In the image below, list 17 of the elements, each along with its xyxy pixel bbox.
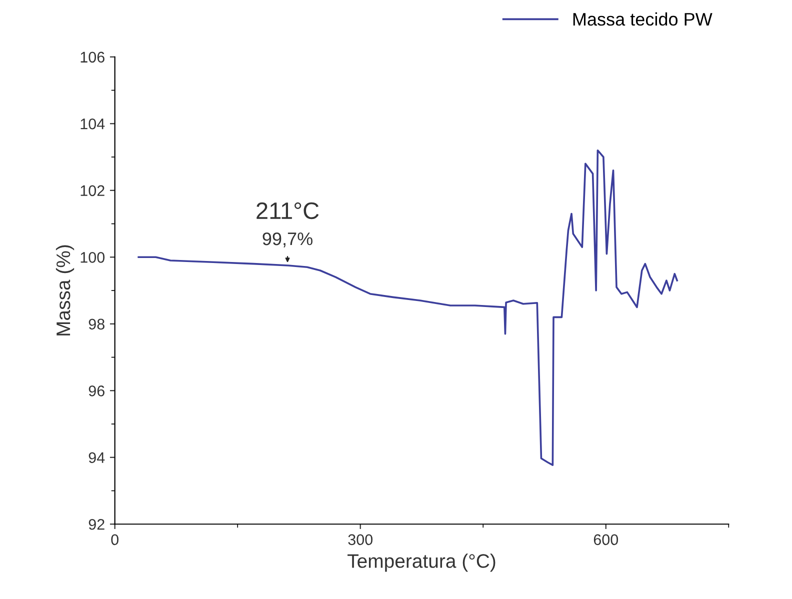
y-tick-label: 102 bbox=[80, 185, 104, 196]
y-tick-label: 94 bbox=[88, 452, 105, 464]
x-axis-title: Temperatura (°C) bbox=[348, 554, 496, 572]
line-series bbox=[138, 149, 678, 466]
legend-label: Massa tecido PW bbox=[573, 12, 712, 26]
x-tick-label: 0 bbox=[111, 534, 118, 546]
y-tick-label: 106 bbox=[80, 52, 104, 63]
y-tick-label: 100 bbox=[80, 252, 105, 263]
annotation: 211°C bbox=[256, 202, 319, 220]
x-tick-label: 300 bbox=[348, 534, 373, 546]
x-tick-label: 600 bbox=[594, 534, 618, 546]
y-axis-title: Massa (%) bbox=[56, 245, 74, 336]
y-tick-label: 98 bbox=[88, 318, 104, 330]
y-tick-label: 104 bbox=[80, 118, 105, 130]
y-tick-label: 96 bbox=[88, 386, 104, 396]
y-tick-label: 92 bbox=[88, 518, 104, 530]
annotation: 99,7% bbox=[262, 232, 312, 248]
